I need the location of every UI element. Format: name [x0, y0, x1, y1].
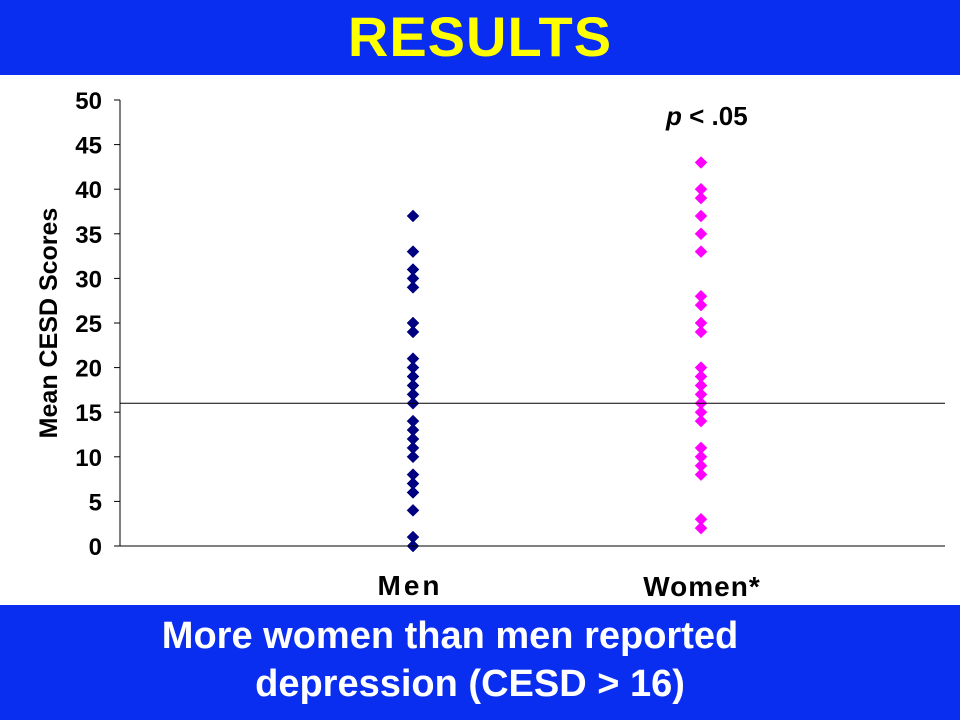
y-tick-label: 45 — [75, 133, 102, 160]
men-data-point — [406, 325, 420, 339]
y-tick-label: 25 — [75, 311, 102, 338]
p-value-annotation: p < .05 — [665, 101, 748, 131]
y-tick-label: 15 — [75, 400, 102, 427]
chart-area: 0 5 10 15 20 25 30 35 40 45 50 Mean CESD Scores p … — [0, 75, 960, 605]
women-data-point — [694, 245, 708, 258]
women-data-point — [694, 191, 708, 205]
y-tick-label: 30 — [75, 266, 102, 293]
men-data-point — [406, 280, 420, 294]
p-symbol: p — [665, 101, 682, 131]
y-axis-label: Mean CESD Scores — [35, 208, 63, 439]
women-data-point — [694, 298, 708, 312]
men-data-point — [406, 209, 420, 223]
women-data-point — [694, 521, 708, 535]
women-data-point — [694, 414, 708, 428]
y-tick-label: 5 — [89, 489, 102, 516]
conclusion-line-1: More women than men reported — [161, 615, 739, 657]
page-title: RESULTS — [347, 5, 613, 68]
y-axis-ticks: 0 5 10 15 20 25 30 35 40 45 50 — [75, 88, 120, 561]
women-data-point — [694, 325, 708, 339]
men-data-point — [406, 503, 420, 517]
women-data-point — [694, 156, 708, 169]
conclusion-banner: More women than men reported depression … — [0, 605, 960, 720]
y-tick-label: 10 — [75, 445, 102, 472]
x-category-women: Women* — [643, 571, 761, 602]
y-tick-label: 0 — [89, 534, 102, 561]
men-data-point — [406, 450, 420, 464]
data-points — [406, 156, 708, 553]
scatter-chart: 0 5 10 15 20 25 30 35 40 45 50 Mean CESD Scores p … — [35, 88, 945, 602]
women-data-point — [694, 209, 708, 223]
women-data-point — [694, 468, 708, 481]
p-threshold: < .05 — [682, 101, 748, 131]
women-data-point — [694, 227, 708, 241]
y-tick-label: 20 — [75, 356, 102, 383]
men-data-point — [406, 245, 420, 258]
x-category-men: Men — [378, 570, 443, 601]
y-tick-label: 40 — [75, 177, 102, 204]
conclusion-line-2: depression (CESD > 16) — [255, 663, 685, 705]
header-bar: RESULTS — [0, 0, 960, 75]
y-tick-label: 35 — [75, 222, 102, 249]
y-tick-label: 50 — [75, 88, 102, 115]
men-data-point — [406, 486, 420, 499]
